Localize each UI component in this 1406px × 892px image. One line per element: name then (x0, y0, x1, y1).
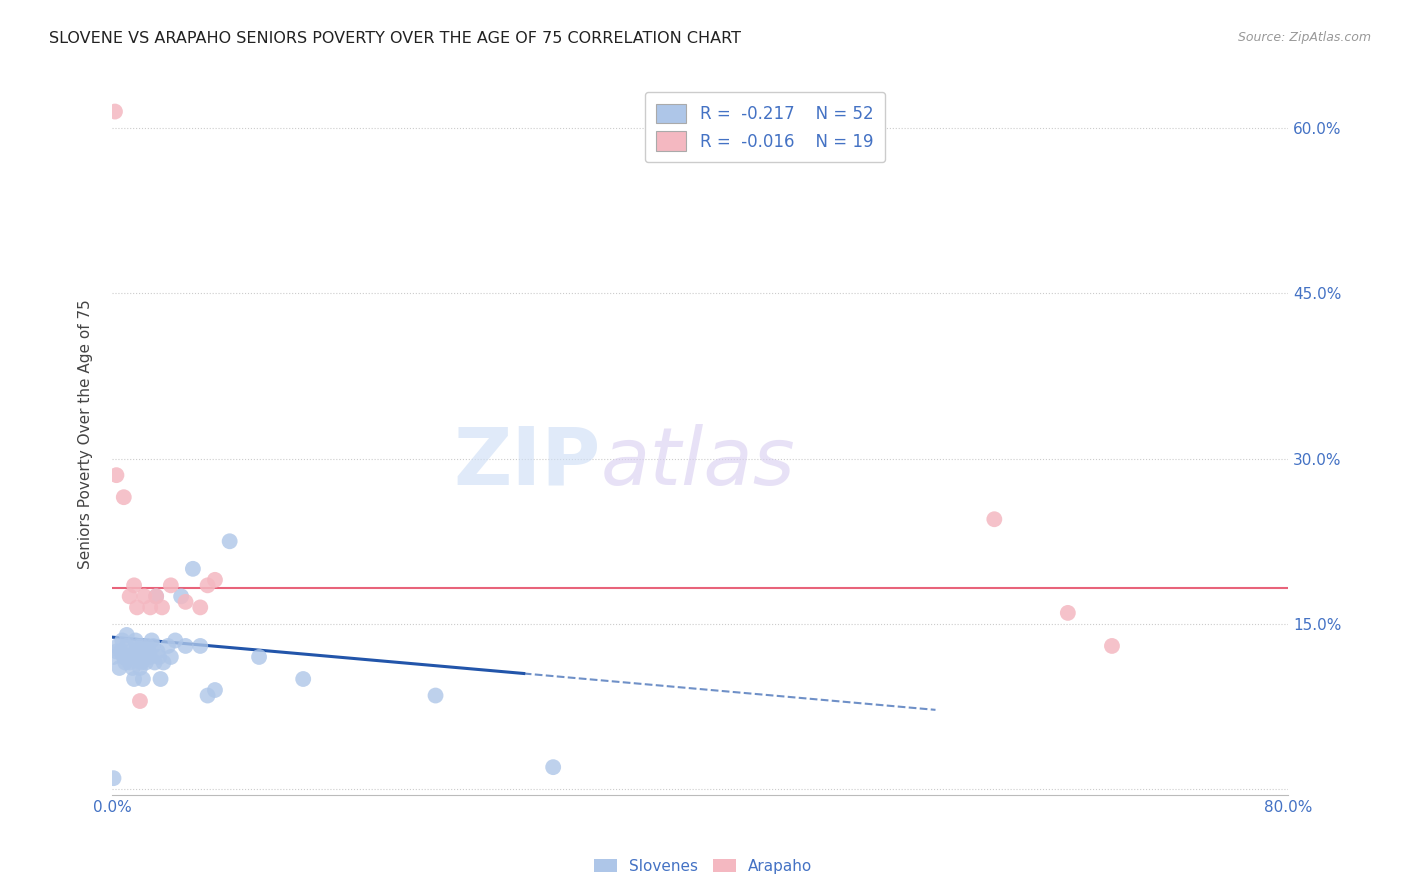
Point (107, 639, 129, 653)
Point (127, 650, 149, 665)
Point (143, 656, 166, 670)
Text: atlas: atlas (600, 424, 794, 501)
Point (204, 573, 226, 587)
Point (118, 656, 141, 670)
Point (139, 600, 162, 615)
Point (174, 639, 197, 653)
Point (105, 644, 128, 658)
Point (103, 771, 125, 785)
Point (1056, 606, 1078, 620)
Point (138, 644, 160, 658)
Point (129, 694, 152, 708)
Point (170, 590, 193, 604)
Point (125, 639, 148, 653)
Point (188, 600, 211, 615)
Point (108, 661, 131, 675)
Text: SLOVENE VS ARAPAHO SENIORS POVERTY OVER THE AGE OF 75 CORRELATION CHART: SLOVENE VS ARAPAHO SENIORS POVERTY OVER … (49, 31, 741, 46)
Point (118, 590, 141, 604)
Point (111, 633, 134, 648)
Point (112, 650, 135, 665)
Point (197, 689, 219, 703)
Point (156, 639, 179, 653)
Point (122, 578, 145, 592)
Point (160, 578, 183, 592)
Text: ZIP: ZIP (453, 424, 600, 501)
Point (150, 600, 173, 615)
Point (145, 590, 167, 604)
Point (983, 512, 1005, 526)
Point (122, 650, 145, 665)
Point (122, 672, 145, 686)
Point (181, 562, 204, 576)
Point (117, 650, 139, 665)
Point (247, 650, 270, 665)
Point (174, 595, 197, 609)
Point (425, 689, 447, 703)
Point (121, 661, 143, 675)
Point (541, 760, 564, 774)
Point (197, 578, 219, 592)
Point (105, 468, 128, 483)
Point (165, 633, 187, 648)
Point (114, 656, 136, 670)
Point (136, 639, 159, 653)
Point (129, 661, 152, 675)
Point (141, 633, 163, 648)
Point (135, 656, 157, 670)
Point (148, 650, 170, 665)
Point (132, 672, 155, 686)
Legend: R =  -0.217    N = 52, R =  -0.016    N = 19: R = -0.217 N = 52, R = -0.016 N = 19 (645, 92, 884, 162)
Point (131, 639, 153, 653)
Point (115, 628, 138, 642)
Point (134, 644, 156, 658)
Point (103, 650, 125, 665)
Point (188, 639, 211, 653)
Point (292, 672, 315, 686)
Point (142, 639, 165, 653)
Point (120, 644, 142, 658)
Point (131, 656, 153, 670)
Point (152, 656, 174, 670)
Point (124, 644, 146, 658)
Point (110, 644, 132, 658)
Legend: Slovenes, Arapaho: Slovenes, Arapaho (588, 853, 818, 880)
Point (204, 683, 226, 698)
Point (160, 650, 183, 665)
Y-axis label: Seniors Poverty Over the Age of 75: Seniors Poverty Over the Age of 75 (79, 299, 93, 569)
Point (139, 650, 162, 665)
Point (125, 600, 148, 615)
Point (134, 590, 156, 604)
Point (1101, 639, 1123, 653)
Text: Source: ZipAtlas.com: Source: ZipAtlas.com (1237, 31, 1371, 45)
Point (145, 590, 167, 604)
Point (112, 490, 135, 504)
Point (104, 104, 127, 119)
Point (149, 672, 172, 686)
Point (146, 644, 169, 658)
Point (115, 639, 138, 653)
Point (124, 633, 146, 648)
Point (218, 534, 240, 549)
